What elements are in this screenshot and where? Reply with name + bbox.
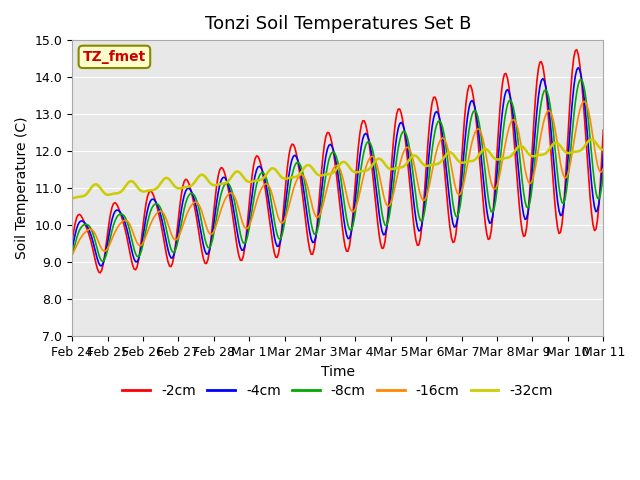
- Y-axis label: Soil Temperature (C): Soil Temperature (C): [15, 117, 29, 260]
- X-axis label: Time: Time: [321, 365, 355, 379]
- Legend: -2cm, -4cm, -8cm, -16cm, -32cm: -2cm, -4cm, -8cm, -16cm, -32cm: [117, 378, 559, 404]
- Title: Tonzi Soil Temperatures Set B: Tonzi Soil Temperatures Set B: [205, 15, 471, 33]
- Text: TZ_fmet: TZ_fmet: [83, 50, 146, 64]
